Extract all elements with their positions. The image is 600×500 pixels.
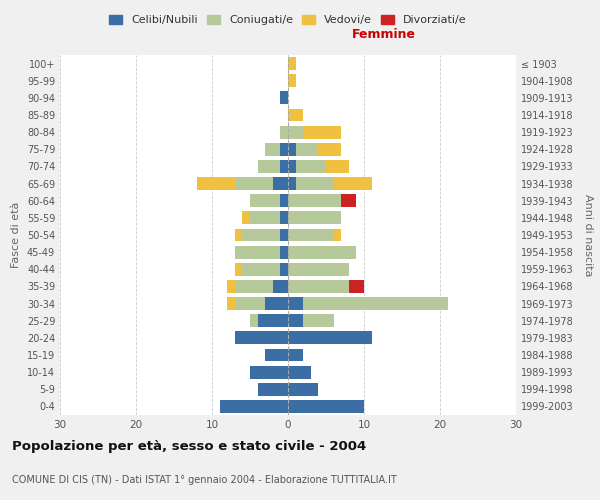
Bar: [250, 314, 257, 327]
Text: COMUNE DI CIS (TN) - Dati ISTAT 1° gennaio 2004 - Elaborazione TUTTITALIA.IT: COMUNE DI CIS (TN) - Dati ISTAT 1° genna…: [12, 475, 397, 485]
Bar: [288, 126, 303, 138]
Bar: [235, 228, 242, 241]
Bar: [326, 160, 349, 173]
Bar: [265, 143, 280, 156]
Bar: [242, 212, 250, 224]
Bar: [280, 246, 288, 258]
Bar: [273, 177, 288, 190]
Bar: [288, 263, 349, 276]
Bar: [257, 160, 280, 173]
Bar: [242, 228, 280, 241]
Bar: [280, 143, 288, 156]
Bar: [257, 314, 288, 327]
Bar: [220, 400, 288, 413]
Bar: [288, 383, 319, 396]
Bar: [288, 366, 311, 378]
Bar: [280, 263, 288, 276]
Bar: [288, 194, 341, 207]
Bar: [265, 297, 288, 310]
Bar: [296, 160, 326, 173]
Bar: [319, 143, 341, 156]
Y-axis label: Anni di nascita: Anni di nascita: [583, 194, 593, 276]
Bar: [242, 263, 280, 276]
Bar: [288, 297, 303, 310]
Bar: [250, 212, 280, 224]
Bar: [288, 332, 371, 344]
Bar: [288, 74, 296, 87]
Bar: [288, 143, 296, 156]
Text: Femmine: Femmine: [352, 28, 416, 40]
Bar: [280, 160, 288, 173]
Bar: [296, 143, 319, 156]
Legend: Celibi/Nubili, Coniugati/e, Vedovi/e, Divorziati/e: Celibi/Nubili, Coniugati/e, Vedovi/e, Di…: [105, 10, 471, 29]
Bar: [288, 177, 296, 190]
Bar: [280, 194, 288, 207]
Bar: [288, 57, 296, 70]
Bar: [235, 280, 273, 293]
Bar: [250, 366, 288, 378]
Bar: [280, 92, 288, 104]
Bar: [280, 126, 288, 138]
Bar: [288, 212, 341, 224]
Bar: [288, 348, 303, 362]
Text: Popolazione per età, sesso e stato civile - 2004: Popolazione per età, sesso e stato civil…: [12, 440, 366, 453]
Bar: [197, 177, 235, 190]
Bar: [265, 348, 288, 362]
Bar: [257, 383, 288, 396]
Bar: [235, 263, 242, 276]
Bar: [280, 228, 288, 241]
Bar: [349, 280, 364, 293]
Bar: [334, 177, 371, 190]
Bar: [288, 228, 334, 241]
Bar: [288, 400, 364, 413]
Bar: [341, 194, 356, 207]
Bar: [235, 246, 280, 258]
Bar: [280, 212, 288, 224]
Bar: [273, 280, 288, 293]
Bar: [227, 280, 235, 293]
Bar: [288, 108, 303, 122]
Bar: [334, 228, 341, 241]
Bar: [250, 194, 280, 207]
Bar: [303, 126, 341, 138]
Bar: [235, 297, 265, 310]
Bar: [288, 280, 349, 293]
Bar: [235, 332, 288, 344]
Bar: [296, 177, 334, 190]
Bar: [235, 177, 273, 190]
Bar: [288, 246, 356, 258]
Bar: [288, 314, 303, 327]
Y-axis label: Fasce di età: Fasce di età: [11, 202, 21, 268]
Bar: [303, 314, 334, 327]
Bar: [227, 297, 235, 310]
Bar: [303, 297, 448, 310]
Bar: [288, 160, 296, 173]
